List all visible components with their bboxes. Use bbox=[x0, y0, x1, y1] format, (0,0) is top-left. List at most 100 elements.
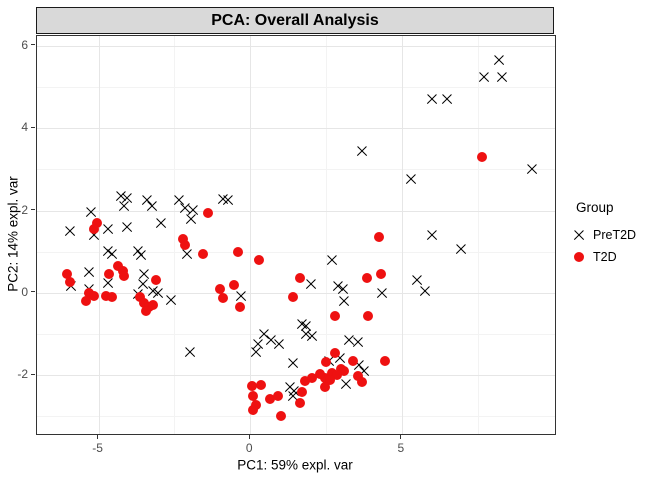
t2d-point bbox=[228, 280, 239, 290]
y-tick-label: 4 bbox=[21, 120, 28, 135]
t2d-point bbox=[352, 371, 363, 382]
legend-title: Group bbox=[576, 200, 614, 215]
t2d-point bbox=[363, 310, 374, 321]
t2d-point bbox=[134, 291, 145, 302]
legend-item-label: PreT2D bbox=[593, 228, 637, 242]
t2d-point bbox=[330, 347, 341, 358]
plot-panel bbox=[36, 35, 556, 435]
t2d-point bbox=[198, 248, 209, 259]
pret2d-point bbox=[154, 216, 167, 229]
plot-title-strip: PCA: Overall Analysis bbox=[36, 7, 554, 34]
legend-symbol bbox=[573, 229, 586, 242]
t2d-point bbox=[287, 291, 298, 302]
x-tick-label: -5 bbox=[92, 441, 103, 455]
pret2d-point bbox=[121, 192, 134, 205]
pret2d-point bbox=[304, 278, 317, 291]
t2d-point bbox=[151, 275, 162, 286]
pret2d-point bbox=[101, 223, 114, 236]
gridline-minor bbox=[37, 169, 555, 171]
pret2d-point bbox=[339, 378, 352, 391]
pret2d-point bbox=[145, 200, 158, 213]
t2d-point bbox=[299, 376, 310, 387]
x-tick-label: 0 bbox=[245, 441, 253, 455]
t2d-point bbox=[375, 269, 386, 280]
pret2d-point bbox=[356, 144, 369, 157]
y-tick-label: 0 bbox=[21, 284, 28, 299]
pret2d-point bbox=[492, 54, 505, 67]
gridline-major bbox=[37, 375, 555, 377]
y-tick-mark bbox=[31, 291, 35, 293]
gridline-minor bbox=[477, 36, 479, 434]
t2d-point bbox=[246, 381, 257, 392]
t2d-point bbox=[330, 310, 341, 321]
t2d-point bbox=[296, 386, 307, 397]
t2d-point bbox=[332, 370, 343, 381]
gridline-minor bbox=[37, 333, 555, 335]
legend-item-pret2d: PreT2D bbox=[570, 224, 636, 246]
pret2d-point bbox=[183, 346, 196, 359]
t2d-point bbox=[477, 152, 488, 162]
t2d-point bbox=[295, 398, 306, 409]
gridline-minor bbox=[37, 87, 555, 89]
t2d-point bbox=[89, 224, 100, 235]
t2d-point bbox=[248, 390, 259, 401]
legend-symbol bbox=[574, 252, 584, 262]
t2d-point bbox=[214, 283, 225, 294]
t2d-point bbox=[380, 355, 391, 366]
pret2d-point bbox=[106, 247, 119, 260]
t2d-point bbox=[275, 411, 286, 422]
t2d-point bbox=[180, 240, 190, 251]
gridline-minor bbox=[37, 416, 555, 418]
t2d-point bbox=[233, 246, 244, 257]
gridline-minor bbox=[326, 36, 328, 434]
x-tick-mark bbox=[248, 435, 250, 439]
x-tick-mark bbox=[97, 435, 99, 439]
t2d-point bbox=[113, 261, 124, 272]
t2d-point bbox=[250, 399, 261, 410]
pret2d-point bbox=[306, 330, 319, 343]
legend-items: PreT2D T2D bbox=[570, 224, 636, 268]
pret2d-point bbox=[235, 289, 248, 302]
pret2d-point bbox=[286, 356, 299, 369]
dot-marker-icon bbox=[570, 248, 588, 266]
t2d-point bbox=[272, 390, 283, 401]
gridline-major bbox=[37, 128, 555, 130]
gridline-minor bbox=[37, 251, 555, 253]
legend: Group PreT2D T2D bbox=[570, 200, 636, 268]
t2d-point bbox=[361, 273, 372, 284]
t2d-point bbox=[81, 296, 92, 307]
y-tick-label: -2 bbox=[17, 367, 28, 382]
t2d-point bbox=[104, 269, 115, 280]
pret2d-point bbox=[404, 173, 417, 186]
y-tick-label: 6 bbox=[21, 37, 28, 52]
t2d-point bbox=[61, 269, 72, 280]
t2d-point bbox=[119, 270, 130, 281]
t2d-point bbox=[264, 393, 275, 404]
pret2d-point bbox=[495, 70, 508, 83]
pret2d-point bbox=[185, 212, 198, 225]
gridline-major bbox=[37, 45, 555, 47]
legend-item-label: T2D bbox=[593, 250, 617, 264]
pret2d-point bbox=[454, 243, 467, 256]
gridline-major bbox=[250, 36, 252, 434]
y-tick-mark bbox=[31, 209, 35, 210]
pret2d-point bbox=[338, 295, 351, 308]
y-tick-mark bbox=[31, 373, 35, 375]
x-axis-title: PC1: 59% expl. var bbox=[237, 457, 353, 473]
gridline-major bbox=[401, 36, 403, 434]
y-axis-title: PC2: 14% expl. var bbox=[5, 176, 21, 292]
t2d-point bbox=[178, 234, 189, 245]
t2d-point bbox=[327, 368, 338, 379]
t2d-point bbox=[255, 380, 266, 391]
x-tick-mark bbox=[400, 435, 402, 439]
pret2d-point bbox=[441, 93, 454, 106]
t2d-point bbox=[107, 291, 118, 302]
t2d-point bbox=[314, 368, 325, 379]
pret2d-point bbox=[418, 284, 431, 297]
pret2d-point bbox=[526, 163, 539, 176]
pret2d-point bbox=[165, 294, 178, 307]
t2d-point bbox=[217, 293, 228, 304]
t2d-point bbox=[307, 373, 318, 384]
pret2d-point bbox=[351, 336, 364, 349]
